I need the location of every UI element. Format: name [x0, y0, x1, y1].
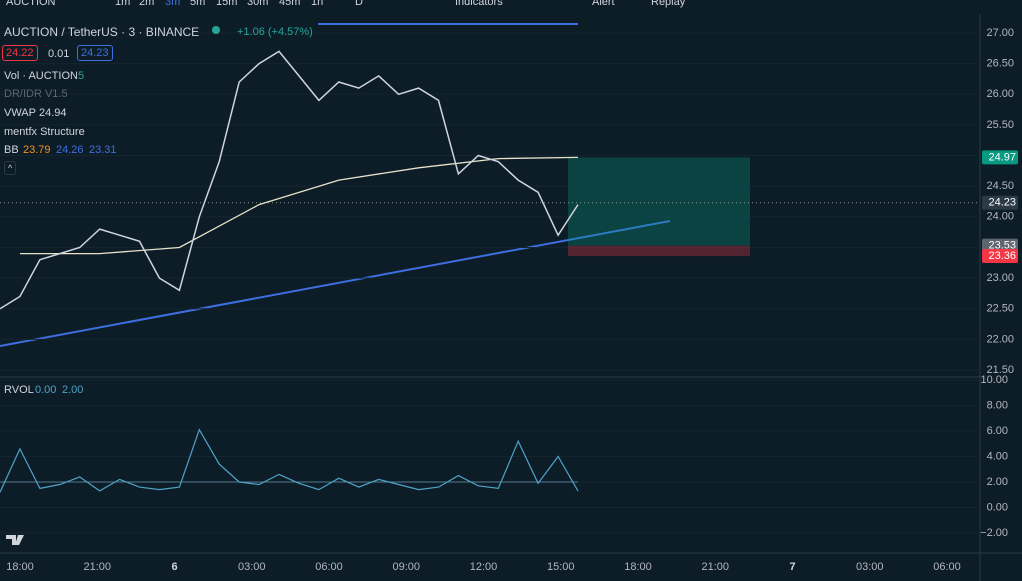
interval-button[interactable]: 1m	[115, 0, 131, 8]
ask[interactable]: 24.23	[77, 45, 113, 61]
indicators-button[interactable]: Indicators	[455, 0, 503, 8]
price-tick-label: 24.00	[986, 211, 1014, 223]
symbol-search[interactable]: AUCTION	[6, 0, 56, 8]
rvol-threshold: 2.00	[62, 384, 84, 396]
rvol-tick-label: 4.00	[987, 450, 1008, 462]
collapse-button[interactable]: ^	[4, 161, 17, 175]
rvol-tick-label: 0.00	[987, 501, 1008, 513]
bb-basis: 23.79	[23, 144, 51, 156]
rvol-tick-label: 10.00	[980, 374, 1008, 386]
trend-line	[0, 220, 671, 347]
interval-button[interactable]: 3m	[165, 0, 181, 8]
drdr: DR/IDR V1.5	[4, 88, 68, 100]
rvol-tick-label: 2.00	[987, 476, 1008, 488]
price-marker	[982, 249, 1018, 264]
price-tick-label: 22.50	[986, 303, 1014, 315]
price-marker	[982, 195, 1018, 210]
time-tick-label: 03:00	[238, 561, 266, 573]
vwap-name: VWAP	[4, 107, 36, 119]
time-tick-label: 21:00	[83, 561, 111, 573]
time-tick-label: 7	[789, 561, 795, 573]
price-tick-label: 25.50	[986, 119, 1014, 131]
interval-button[interactable]: 1h	[311, 0, 324, 8]
replay-button[interactable]: Replay	[651, 0, 686, 8]
vwap-value: 24.94	[39, 107, 67, 119]
price-tick-label: 27.00	[986, 27, 1014, 39]
bb-lower: 23.31	[89, 144, 117, 156]
interval-button[interactable]: 30m	[247, 0, 269, 8]
bb-upper: 24.26	[56, 144, 84, 156]
alert-button[interactable]: Alert	[592, 0, 615, 8]
interval-button[interactable]: 5m	[190, 0, 206, 8]
price-tick-label: 23.00	[986, 272, 1014, 284]
logo	[6, 535, 24, 545]
change: +1.06 (+4.57%)	[237, 26, 313, 38]
interval-button[interactable]: D	[355, 0, 363, 8]
rvol-value: 0.00	[35, 384, 57, 396]
time-tick-label: 06:00	[315, 561, 343, 573]
time-tick-label: 15:00	[547, 561, 575, 573]
bid[interactable]: 24.22	[2, 45, 38, 61]
interval-button[interactable]: 15m	[216, 0, 238, 8]
time-tick-label: 6	[171, 561, 177, 573]
time-tick-label: 18:00	[6, 561, 34, 573]
interval-button[interactable]: 45m	[279, 0, 301, 8]
price-marker-label: 23.36	[988, 250, 1016, 262]
time-tick-label: 21:00	[701, 561, 729, 573]
time-tick-label: 09:00	[392, 561, 420, 573]
rvol-tick-label: −2.00	[980, 527, 1008, 539]
spread: 0.01	[48, 48, 70, 60]
price-tick-label: 22.00	[986, 333, 1014, 345]
time-tick-label: 03:00	[856, 561, 884, 573]
interval-button[interactable]: 2m	[139, 0, 155, 8]
rvol-tick-label: 6.00	[987, 425, 1008, 437]
structure: mentfx Structure	[4, 126, 85, 138]
vwap-line	[20, 156, 579, 255]
target-zone	[568, 157, 750, 246]
rvol-tick-label: 8.00	[987, 399, 1008, 411]
price-marker	[982, 150, 1018, 165]
status-dot	[212, 26, 220, 34]
price-line	[0, 50, 579, 310]
stop-zone	[568, 245, 750, 257]
time-tick-label: 06:00	[933, 561, 961, 573]
time-tick-label: 12:00	[470, 561, 498, 573]
volume-value: 5	[78, 70, 85, 82]
rvol-name: RVOL	[4, 384, 34, 396]
time-tick-label: 18:00	[624, 561, 652, 573]
price-marker-label: 23.53	[988, 240, 1016, 252]
symbol-title: AUCTION / TetherUS · 3 · BINANCE	[4, 25, 200, 39]
price-tick-label: 26.00	[986, 88, 1014, 100]
price-marker-label: 24.97	[988, 151, 1016, 163]
bb-name: BB	[4, 144, 19, 156]
price-tick-label: 24.50	[986, 180, 1014, 192]
volume-name: Vol · AUCTION	[4, 70, 78, 82]
price-tick-label: 21.50	[986, 364, 1014, 376]
rvol-line	[0, 428, 579, 493]
price-tick-label: 26.50	[986, 58, 1014, 70]
price-marker-label: 24.23	[988, 197, 1016, 209]
